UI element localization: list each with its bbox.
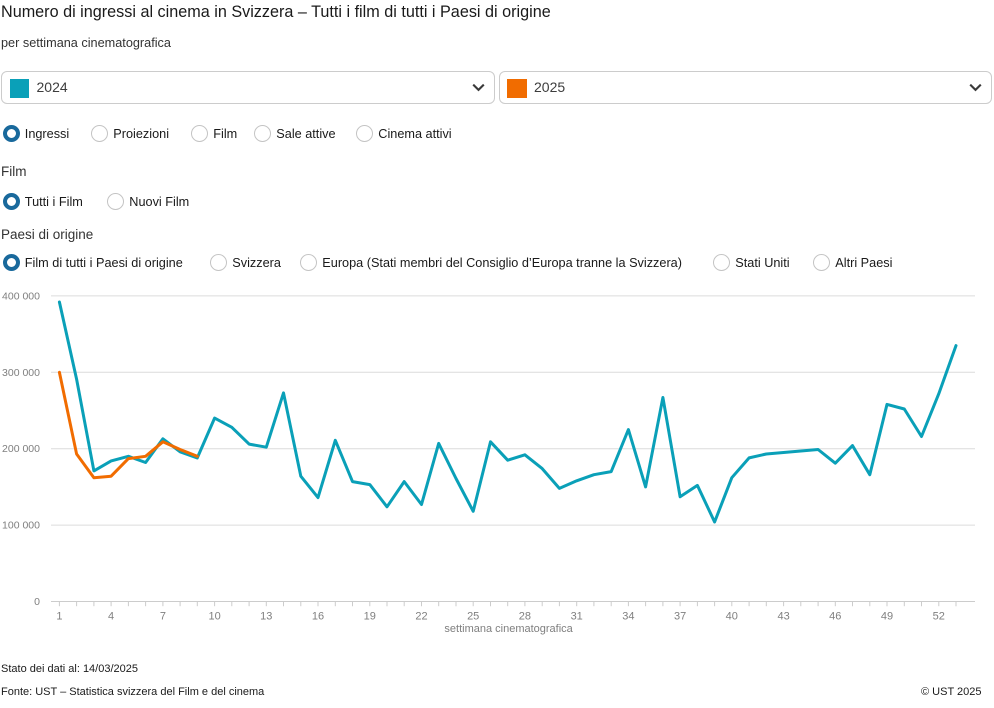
svg-text:40: 40	[726, 611, 738, 623]
svg-text:37: 37	[674, 611, 686, 623]
svg-text:52: 52	[933, 611, 945, 623]
svg-text:13: 13	[260, 611, 272, 623]
svg-text:200 000: 200 000	[2, 443, 40, 455]
svg-text:100 000: 100 000	[2, 520, 40, 532]
svg-text:49: 49	[881, 611, 893, 623]
svg-text:43: 43	[777, 611, 789, 623]
svg-text:25: 25	[467, 611, 479, 623]
svg-text:400 000: 400 000	[2, 290, 40, 302]
svg-text:46: 46	[829, 611, 841, 623]
svg-text:10: 10	[208, 611, 220, 623]
svg-text:16: 16	[312, 611, 324, 623]
svg-text:31: 31	[571, 611, 583, 623]
svg-text:settimana cinematografica: settimana cinematografica	[444, 623, 573, 635]
svg-text:22: 22	[415, 611, 427, 623]
svg-text:300 000: 300 000	[2, 367, 40, 379]
svg-text:28: 28	[519, 611, 531, 623]
svg-text:19: 19	[364, 611, 376, 623]
svg-text:34: 34	[622, 611, 634, 623]
svg-text:0: 0	[34, 596, 40, 608]
svg-text:1: 1	[56, 611, 62, 623]
svg-text:4: 4	[108, 611, 114, 623]
svg-text:7: 7	[160, 611, 166, 623]
